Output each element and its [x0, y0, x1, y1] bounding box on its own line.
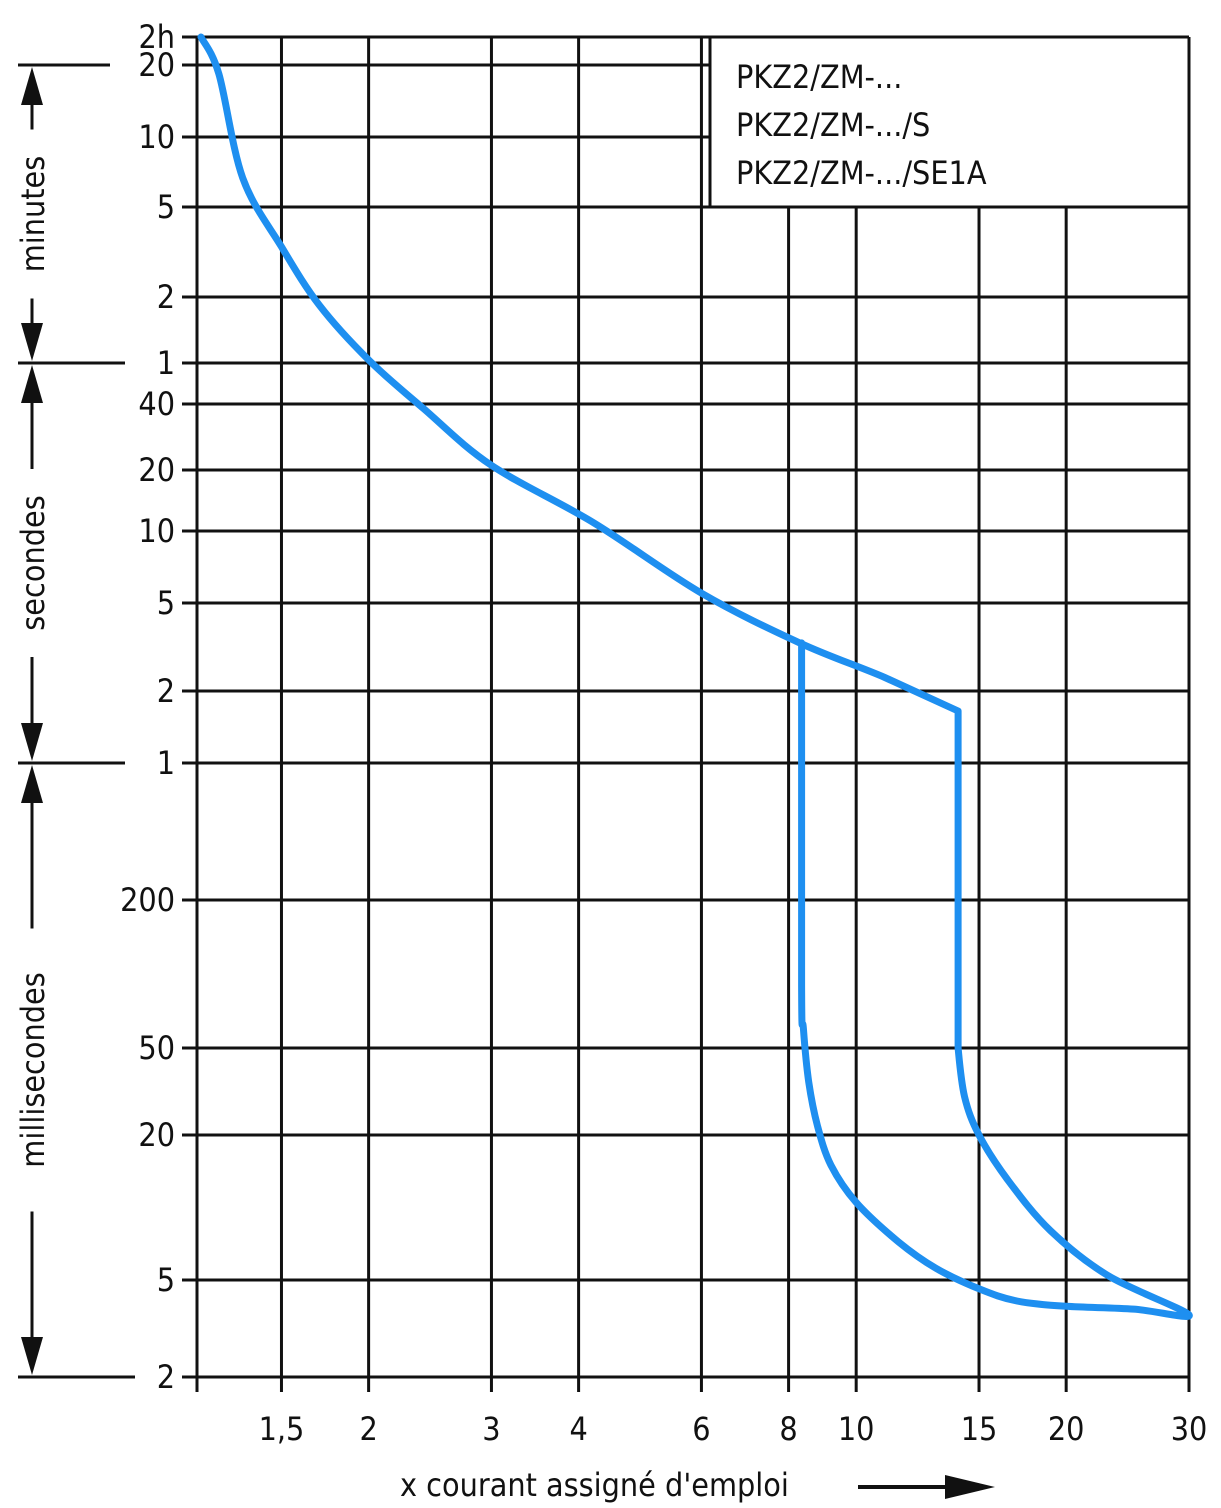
- unit-label-2: millisecondes: [14, 972, 52, 1167]
- x-tick-label: 2: [359, 1410, 377, 1448]
- unit-label-0: minutes: [14, 156, 52, 273]
- x-tick-label: 15: [961, 1410, 998, 1448]
- unit-groups: minutes secondes millisecondes: [14, 63, 135, 1379]
- x-tick-label: 30: [1171, 1410, 1208, 1448]
- y-tick-label: 10: [138, 512, 175, 550]
- x-tick-label: 4: [569, 1410, 587, 1448]
- legend: PKZ2/ZM-... PKZ2/ZM-.../S PKZ2/ZM-.../SE…: [710, 39, 1189, 209]
- x-axis-arrow-icon: [858, 1475, 995, 1499]
- legend-box: [712, 39, 1187, 205]
- arrow-down-icon: [21, 723, 43, 761]
- x-tick-label: 8: [779, 1410, 797, 1448]
- arrow-down-icon: [21, 1337, 43, 1375]
- y-tick-label: 20: [138, 451, 175, 489]
- legend-item-2: PKZ2/ZM-.../S: [736, 106, 930, 144]
- arrow-up-icon: [21, 765, 43, 803]
- x-tick-label: 3: [482, 1410, 500, 1448]
- x-axis-label: x courant assigné d'emploi: [400, 1466, 789, 1504]
- y-tick-label: 5: [157, 1261, 175, 1299]
- y-tick-label: 2: [157, 278, 175, 316]
- x-tick-label: 1,5: [259, 1410, 305, 1448]
- y-tick-label: 1: [157, 344, 175, 382]
- y-tick-label: 50: [138, 1029, 175, 1067]
- arrow-up-icon: [21, 67, 43, 105]
- y-tick-label: 40: [138, 385, 175, 423]
- legend-item-1: PKZ2/ZM-...: [736, 58, 902, 96]
- y-tick-label: 5: [157, 584, 175, 622]
- y-tick-label: 2: [157, 672, 175, 710]
- y-tick-label: 2h: [138, 18, 175, 56]
- trip-curve-line: [197, 33, 1193, 1320]
- x-tick-label: 6: [692, 1410, 710, 1448]
- y-tick-label: 20: [138, 1116, 175, 1154]
- y-tick-label: 5: [157, 188, 175, 226]
- y-tick-label: 10: [138, 118, 175, 156]
- arrow-up-icon: [21, 365, 43, 403]
- x-tick-labels: 1,5 2 3 4 6 8 10 15 20 30: [259, 1410, 1208, 1448]
- x-tick-label: 10: [838, 1410, 875, 1448]
- x-tick-label: 20: [1048, 1410, 1085, 1448]
- legend-item-3: PKZ2/ZM-.../SE1A: [736, 154, 987, 192]
- y-tick-label: 1: [157, 744, 175, 782]
- y-tick-label: 20: [138, 46, 175, 84]
- arrow-down-icon: [21, 323, 43, 361]
- y-tick-label: 200: [120, 881, 175, 919]
- unit-label-1: secondes: [14, 495, 52, 630]
- curve-layer: [197, 33, 1193, 1320]
- y-tick-label: 2: [157, 1358, 175, 1396]
- grid: [182, 35, 1191, 1392]
